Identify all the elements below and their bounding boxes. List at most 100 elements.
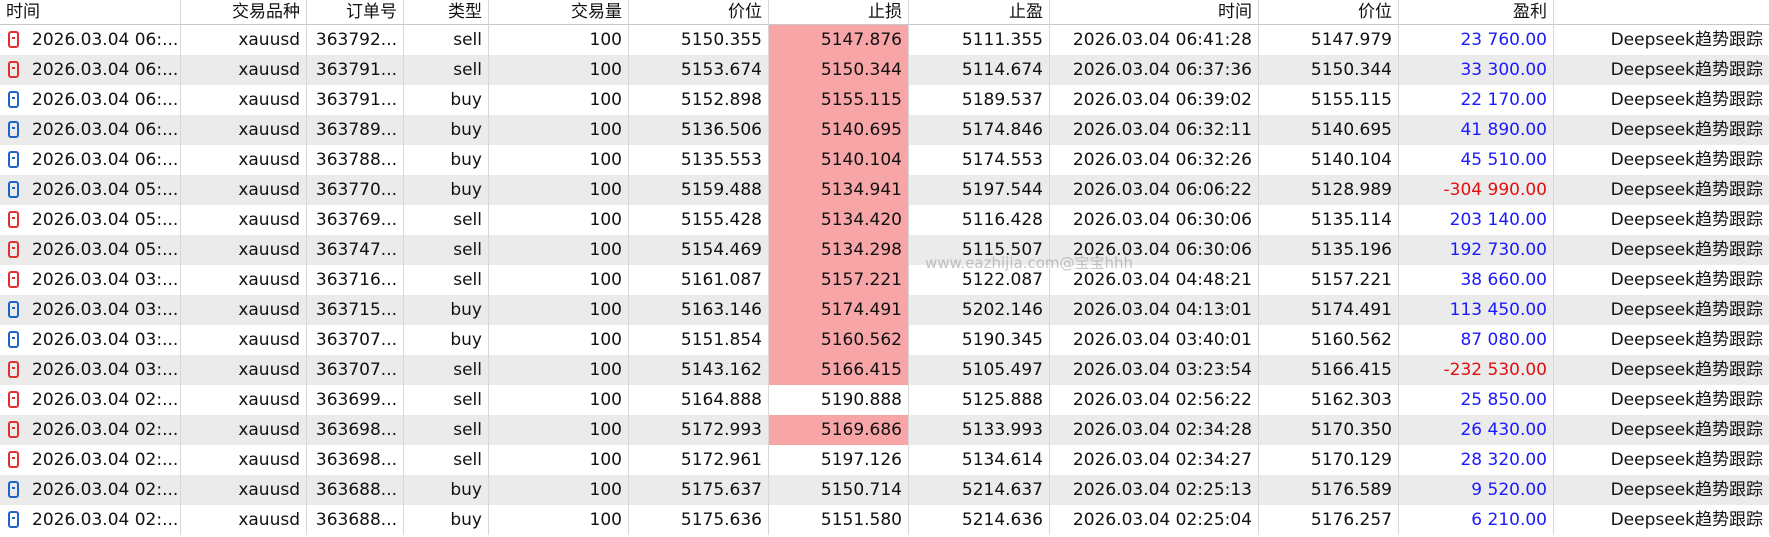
take-profit: 5114.674 [909, 55, 1050, 85]
header-open-time: 时间 [0, 0, 181, 25]
take-profit: 5174.846 [909, 115, 1050, 145]
order-id: 363688... [307, 475, 404, 505]
symbol: xauusd [181, 115, 307, 145]
symbol: xauusd [181, 445, 307, 475]
symbol: xauusd [181, 175, 307, 205]
close-price: 5157.221 [1259, 265, 1399, 295]
take-profit: 5125.888 [909, 385, 1050, 415]
symbol: xauusd [181, 505, 307, 535]
header-open-price: 价位 [629, 0, 769, 25]
open-time: 2026.03.04 06:... [0, 115, 181, 145]
close-time: 2026.03.04 06:32:11 [1050, 115, 1259, 145]
close-time: 2026.03.04 06:39:02 [1050, 85, 1259, 115]
close-price: 5176.257 [1259, 505, 1399, 535]
symbol: xauusd [181, 235, 307, 265]
close-price: 5135.114 [1259, 205, 1399, 235]
profit: 87 080.00 [1399, 325, 1554, 355]
take-profit: 5111.355 [909, 25, 1050, 55]
profit: 26 430.00 [1399, 415, 1554, 445]
type: buy [404, 115, 489, 145]
take-profit: 5105.497 [909, 355, 1050, 385]
close-price: 5150.344 [1259, 55, 1399, 85]
order-id: 363707... [307, 355, 404, 385]
open-time: 2026.03.04 05:... [0, 235, 181, 265]
close-time: 2026.03.04 02:25:04 [1050, 505, 1259, 535]
close-time: 2026.03.04 02:34:28 [1050, 415, 1259, 445]
stop-loss: 5169.686 [769, 415, 909, 445]
order-id: 363791... [307, 55, 404, 85]
type: sell [404, 205, 489, 235]
profit: 28 320.00 [1399, 445, 1554, 475]
close-price: 5140.104 [1259, 145, 1399, 175]
comment: Deepseek趋势跟踪 [1554, 115, 1770, 145]
comment: Deepseek趋势跟踪 [1554, 55, 1770, 85]
symbol: xauusd [181, 145, 307, 175]
comment: Deepseek趋势跟踪 [1554, 475, 1770, 505]
comment: Deepseek趋势跟踪 [1554, 25, 1770, 55]
order-id: 363789... [307, 115, 404, 145]
type: sell [404, 355, 489, 385]
open-price: 5175.637 [629, 475, 769, 505]
type: buy [404, 505, 489, 535]
order-type-icon [8, 511, 19, 528]
open-time: 2026.03.04 05:... [0, 175, 181, 205]
close-time: 2026.03.04 03:23:54 [1050, 355, 1259, 385]
order-type-icon [8, 331, 19, 348]
header-close-time: 时间 [1050, 0, 1259, 25]
header-stop-loss: 止损 [769, 0, 909, 25]
type: sell [404, 235, 489, 265]
open-time: 2026.03.04 03:... [0, 295, 181, 325]
profit: 33 300.00 [1399, 55, 1554, 85]
open-time: 2026.03.04 03:... [0, 265, 181, 295]
close-price: 5170.350 [1259, 415, 1399, 445]
symbol: xauusd [181, 325, 307, 355]
header-close-price: 价位 [1259, 0, 1399, 25]
order-id: 363792... [307, 25, 404, 55]
volume: 100 [489, 55, 629, 85]
open-time: 2026.03.04 02:... [0, 505, 181, 535]
open-price: 5150.355 [629, 25, 769, 55]
volume: 100 [489, 295, 629, 325]
order-type-icon [8, 361, 19, 378]
close-time: 2026.03.04 04:48:21 [1050, 265, 1259, 295]
type: buy [404, 85, 489, 115]
comment: Deepseek趋势跟踪 [1554, 325, 1770, 355]
close-time: 2026.03.04 02:34:27 [1050, 445, 1259, 475]
volume: 100 [489, 145, 629, 175]
type: sell [404, 265, 489, 295]
order-id: 363791... [307, 85, 404, 115]
symbol: xauusd [181, 295, 307, 325]
profit: 23 760.00 [1399, 25, 1554, 55]
stop-loss: 5190.888 [769, 385, 909, 415]
open-price: 5155.428 [629, 205, 769, 235]
close-time: 2026.03.04 02:25:13 [1050, 475, 1259, 505]
open-price: 5154.469 [629, 235, 769, 265]
take-profit: 5190.345 [909, 325, 1050, 355]
order-type-icon [8, 391, 19, 408]
order-id: 363769... [307, 205, 404, 235]
volume: 100 [489, 415, 629, 445]
type: buy [404, 325, 489, 355]
close-price: 5160.562 [1259, 325, 1399, 355]
open-time: 2026.03.04 05:... [0, 205, 181, 235]
profit: 9 520.00 [1399, 475, 1554, 505]
comment: Deepseek趋势跟踪 [1554, 265, 1770, 295]
stop-loss: 5140.104 [769, 145, 909, 175]
take-profit: 5133.993 [909, 415, 1050, 445]
open-time: 2026.03.04 02:... [0, 475, 181, 505]
open-price: 5172.961 [629, 445, 769, 475]
volume: 100 [489, 235, 629, 265]
open-price: 5135.553 [629, 145, 769, 175]
header-order-id: 订单号 [307, 0, 404, 25]
volume: 100 [489, 475, 629, 505]
open-time: 2026.03.04 06:... [0, 25, 181, 55]
type: buy [404, 295, 489, 325]
comment: Deepseek趋势跟踪 [1554, 235, 1770, 265]
close-price: 5174.491 [1259, 295, 1399, 325]
take-profit: 5134.614 [909, 445, 1050, 475]
header-symbol: 交易品种 [181, 0, 307, 25]
order-id: 363770... [307, 175, 404, 205]
header-type: 类型 [404, 0, 489, 25]
volume: 100 [489, 385, 629, 415]
volume: 100 [489, 265, 629, 295]
